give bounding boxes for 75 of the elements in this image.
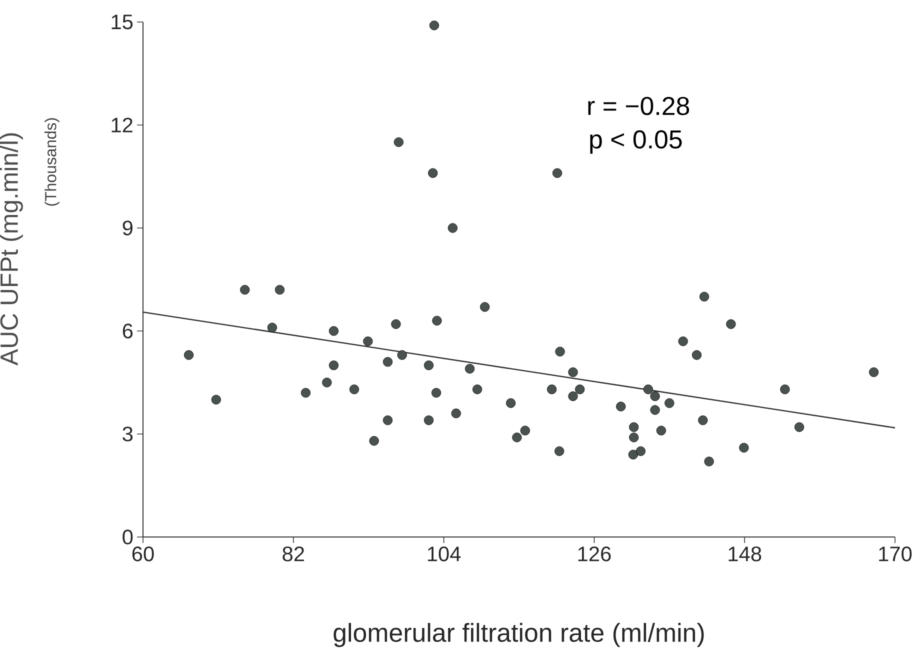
y-tick-label: 0 [122, 530, 133, 544]
point [739, 442, 749, 453]
y-tick-label: 3 [122, 426, 133, 442]
point [643, 384, 654, 394]
point [382, 415, 393, 426]
point [512, 432, 522, 442]
point [431, 388, 442, 398]
point [428, 168, 438, 178]
point [575, 384, 585, 394]
y-tick-label: 15 [112, 14, 133, 30]
point [568, 367, 578, 377]
annotation: r = −0.28 [588, 96, 690, 116]
y-tick-label: 12 [112, 118, 132, 132]
point [636, 446, 646, 456]
point [698, 415, 708, 426]
point [184, 350, 194, 360]
point [300, 388, 311, 398]
point [397, 350, 407, 360]
point [869, 367, 879, 377]
point [322, 378, 332, 388]
point [547, 384, 557, 394]
point [520, 426, 530, 436]
y-tick-label: 6 [122, 324, 133, 338]
point [650, 405, 660, 415]
point [328, 360, 339, 370]
point [211, 394, 221, 404]
point [628, 450, 638, 460]
x-tick-label: 170 [879, 546, 912, 562]
point [424, 415, 434, 426]
point [240, 285, 250, 295]
y-tick-label: 9 [122, 220, 132, 236]
point [780, 384, 790, 394]
x-tick-label: 148 [728, 546, 762, 562]
point [464, 364, 475, 374]
point [568, 391, 578, 402]
point [629, 422, 639, 432]
point [554, 446, 564, 456]
point [369, 436, 379, 446]
point [656, 426, 666, 436]
point [555, 346, 565, 356]
point [429, 20, 440, 30]
x-tick-label: 104 [428, 546, 461, 562]
x-tick-label: 82 [282, 546, 304, 562]
point [726, 319, 736, 329]
point [391, 319, 401, 329]
point [432, 316, 442, 326]
point [506, 398, 516, 408]
point [382, 357, 393, 367]
x-tick-label: 126 [578, 546, 611, 562]
point [699, 292, 710, 302]
point [328, 326, 339, 336]
point [394, 137, 404, 147]
point [664, 398, 674, 408]
point [274, 285, 285, 295]
point [363, 336, 373, 346]
point [552, 168, 562, 178]
point [448, 223, 458, 233]
x-tick-label: 60 [132, 546, 154, 562]
point [650, 391, 660, 402]
point [472, 384, 482, 394]
point [349, 384, 360, 394]
text: (Thousands) [44, 118, 60, 206]
annotation: p < 0.05 [590, 130, 682, 154]
point [424, 360, 434, 370]
y-axis-title: AUC UFPt (mg.min/l) [0, 133, 23, 366]
point [629, 432, 639, 442]
x-axis-title: glomerular filtration rate (ml/min) [334, 622, 704, 648]
point [794, 422, 804, 432]
point [451, 408, 461, 418]
point [704, 456, 714, 466]
point [692, 350, 702, 360]
point [616, 402, 626, 412]
point [480, 302, 490, 312]
point [678, 336, 688, 346]
point [267, 322, 278, 332]
